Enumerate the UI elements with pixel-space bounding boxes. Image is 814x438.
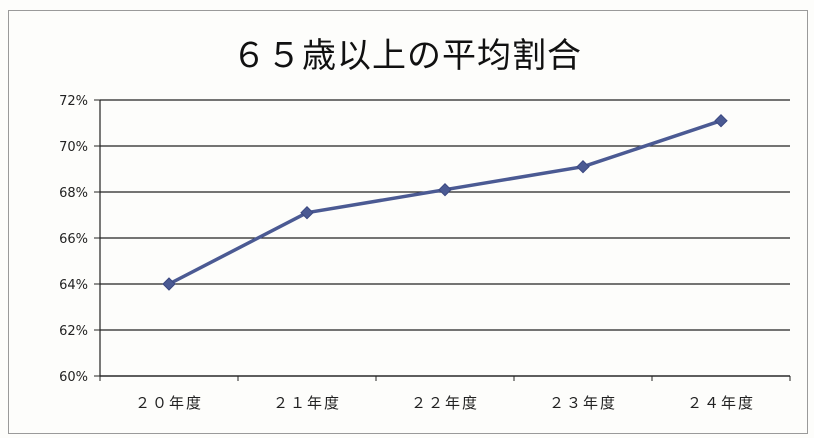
data-point [576,159,590,174]
y-tick-label: 70% [59,140,88,155]
y-tick-label: 68% [59,186,88,201]
series-line [168,119,722,286]
x-tick-label: ２３年度 [549,394,617,412]
y-tick-label: 60% [59,370,88,385]
data-point [300,205,314,220]
y-tick-label: 72% [59,94,88,109]
chart-title: ６５歳以上の平均割合 [232,36,582,76]
x-tick-label: ２４年度 [687,394,755,412]
x-tick-label: ２１年度 [273,394,341,412]
chart-frame [8,10,808,434]
y-tick-label: 66% [59,232,88,247]
x-tick-label: ２０年度 [135,394,203,412]
data-point [162,277,176,291]
y-tick-label: 62% [59,324,88,339]
y-tick-label: 64% [59,278,88,293]
x-tick-label: ２２年度 [411,394,479,412]
data-point [438,182,452,197]
data-point [714,113,728,128]
